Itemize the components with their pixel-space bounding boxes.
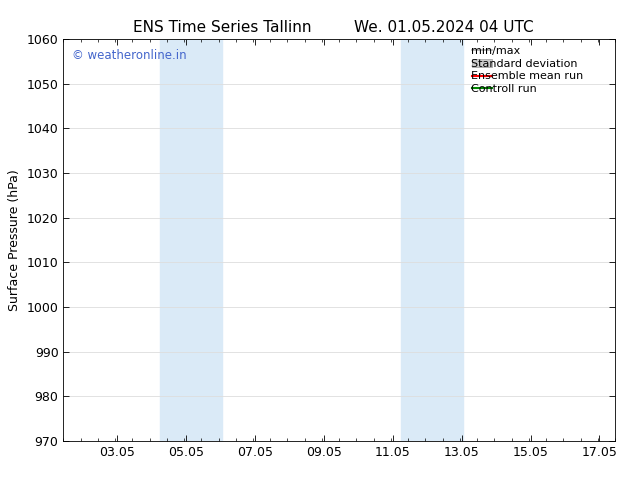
Y-axis label: Surface Pressure (hPa): Surface Pressure (hPa) [8,169,21,311]
Text: We. 01.05.2024 04 UTC: We. 01.05.2024 04 UTC [354,20,534,35]
Bar [401,39,463,441]
Text: © weatheronline.in: © weatheronline.in [72,49,186,62]
Text: ENS Time Series Tallinn: ENS Time Series Tallinn [133,20,311,35]
Legend: min/max, Standard deviation, Ensemble mean run, Controll run: min/max, Standard deviation, Ensemble me… [469,43,612,98]
Bar [160,39,222,441]
